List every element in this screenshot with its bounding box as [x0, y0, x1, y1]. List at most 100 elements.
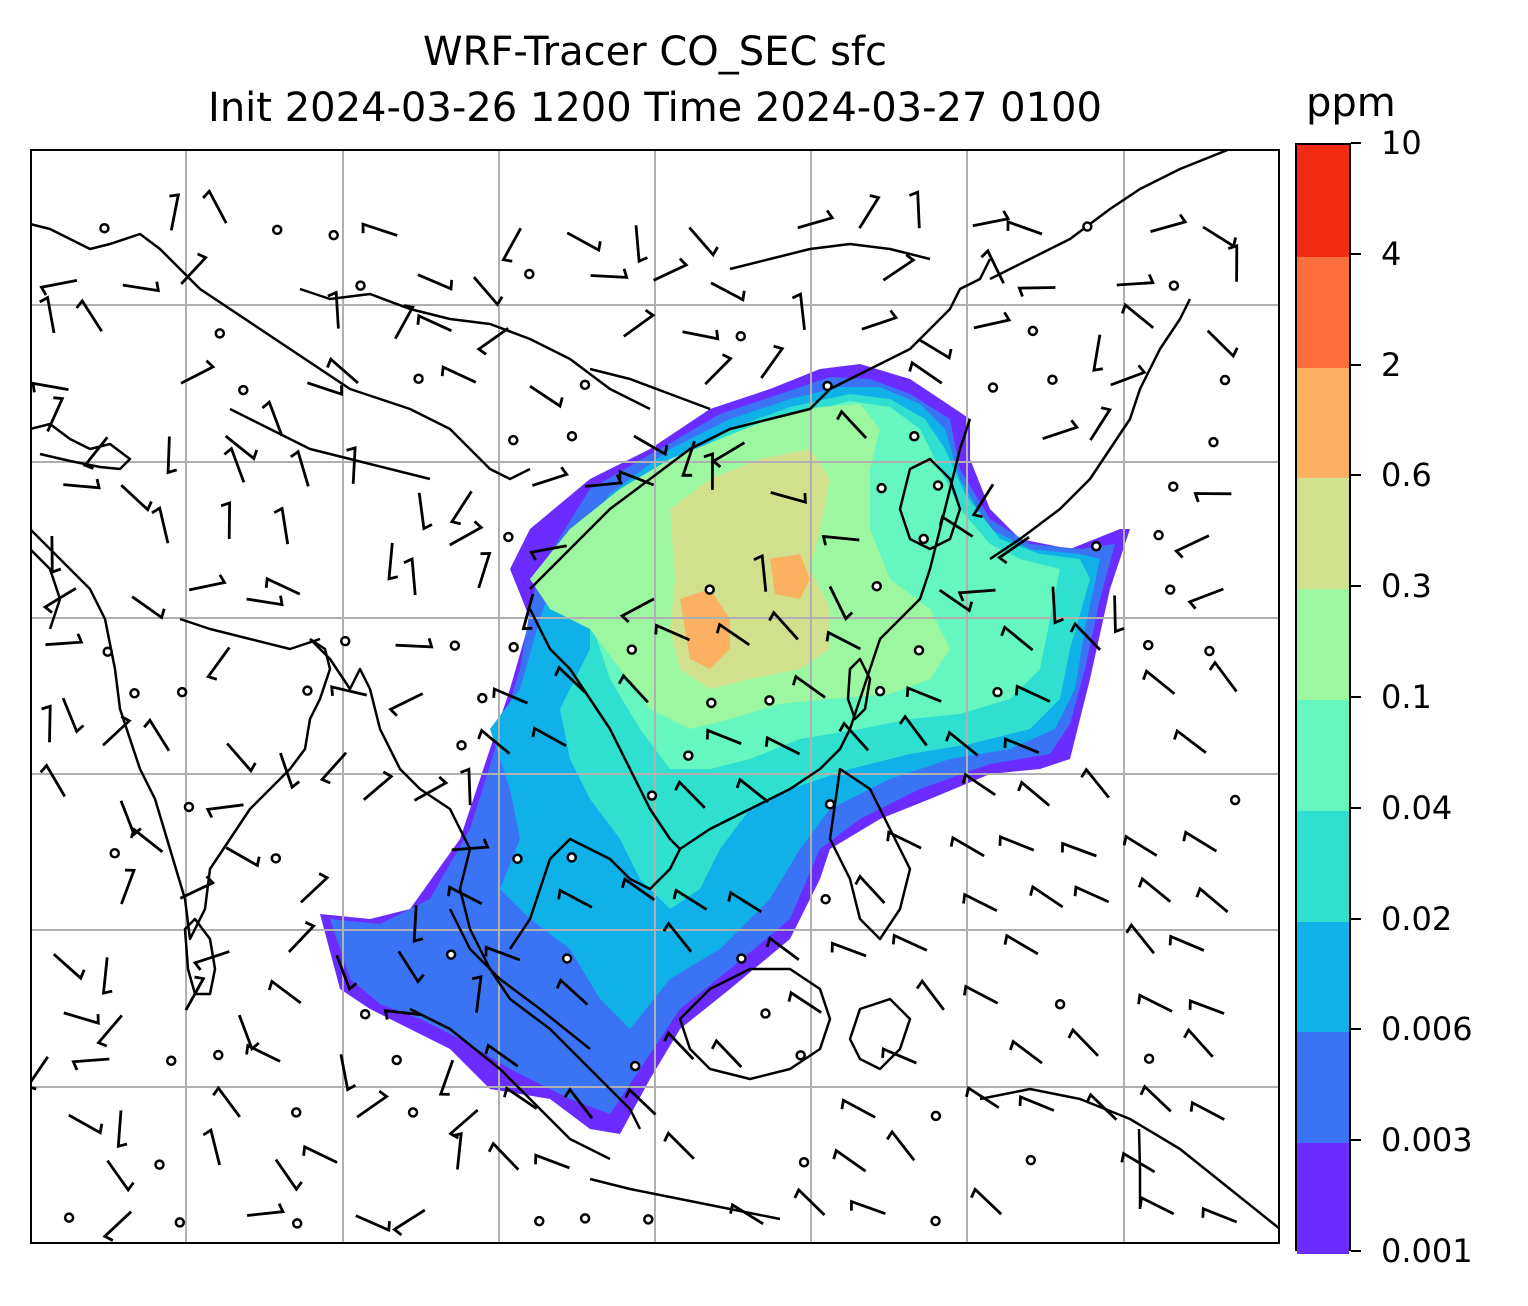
coastline-sumatra — [409, 1007, 611, 1161]
wind-barb — [179, 875, 216, 900]
wind-barb — [787, 990, 822, 1014]
wind-barb — [1080, 767, 1110, 799]
wind-barb — [31, 381, 69, 393]
wind-barb — [225, 846, 261, 868]
calm-wind-marker — [213, 1049, 224, 1061]
wind-barb — [202, 1127, 221, 1166]
wind-barb — [279, 752, 301, 790]
colorbar-tick-label: 0.04 — [1381, 788, 1453, 827]
calm-wind-marker — [629, 1060, 641, 1072]
wind-barb — [1137, 993, 1173, 1013]
wind-barb — [202, 188, 228, 224]
coastline-russia — [989, 149, 1231, 281]
calm-wind-marker — [1142, 639, 1154, 651]
wind-barb — [46, 396, 65, 432]
calm-wind-marker — [1025, 1154, 1037, 1166]
wind-barb — [1182, 830, 1218, 853]
wind-barb — [246, 1203, 286, 1217]
wind-barb — [1201, 1206, 1238, 1224]
wind-barb — [330, 685, 368, 697]
calm-wind-marker — [704, 584, 715, 595]
wind-barb — [1017, 780, 1051, 807]
wind-barb — [753, 553, 768, 592]
wind-barb — [970, 1187, 1003, 1216]
calm-wind-marker — [270, 853, 282, 864]
wind-barb — [915, 978, 945, 1011]
wind-barb — [1110, 364, 1147, 387]
border-line-4 — [229, 407, 431, 481]
wind-barb — [891, 933, 928, 952]
wind-barb — [861, 309, 899, 331]
border-line-7 — [1137, 1128, 1142, 1209]
wind-barb — [791, 674, 826, 699]
coastline-china-south — [679, 418, 972, 851]
border-line-1 — [30, 222, 531, 481]
calm-wind-marker — [913, 645, 925, 656]
calm-wind-marker — [407, 1107, 419, 1118]
wind-barb — [96, 1014, 123, 1048]
wind-barb — [797, 209, 835, 230]
wind-barb — [1206, 329, 1239, 359]
wind-barb — [71, 1057, 110, 1071]
wind-barb — [1003, 737, 1040, 754]
wind-barb — [492, 686, 528, 705]
wind-barb — [828, 585, 854, 622]
wind-barb — [42, 587, 77, 614]
wind-barb — [120, 484, 153, 513]
wind-barb — [529, 544, 567, 561]
colorbar-tick-label: 10 — [1381, 124, 1422, 162]
calm-wind-marker — [413, 373, 424, 384]
wind-barb — [531, 466, 569, 487]
wind-barb — [996, 536, 1030, 565]
colorbar-unit-label: ppm — [1306, 80, 1396, 126]
calm-wind-marker — [1027, 325, 1039, 337]
wind-barb — [39, 295, 56, 334]
wind-barb — [793, 1187, 826, 1217]
colorbar-tick-label: 0.003 — [1381, 1121, 1473, 1160]
calm-wind-marker — [646, 790, 658, 801]
colorbar-segment — [1297, 366, 1349, 479]
calm-wind-marker — [874, 685, 886, 697]
calm-wind-marker — [1153, 529, 1164, 541]
wind-barb — [361, 222, 398, 237]
wind-barb — [39, 763, 67, 798]
wind-barb — [1073, 885, 1110, 904]
calm-wind-marker — [735, 330, 747, 342]
wind-barb — [938, 588, 974, 613]
wind-barb — [881, 1046, 917, 1065]
colorbar-tick — [1351, 1139, 1361, 1142]
coastline-philippines — [828, 767, 912, 941]
wind-barb — [821, 534, 860, 546]
wind-barb — [267, 979, 302, 1005]
calm-wind-marker — [566, 852, 577, 863]
calm-wind-marker — [183, 801, 195, 813]
wind-barb — [471, 975, 483, 1013]
border-line-3 — [299, 287, 651, 411]
wind-barb — [448, 1108, 479, 1140]
wind-barb — [335, 954, 358, 992]
wind-barb — [452, 1131, 463, 1170]
calm-wind-marker — [477, 692, 488, 704]
wind-barb — [1092, 334, 1104, 372]
wind-barb — [624, 1087, 657, 1116]
wind-barb — [854, 874, 886, 904]
calm-wind-marker — [512, 853, 523, 865]
wind-barb — [245, 1043, 281, 1063]
wind-barb — [50, 535, 62, 574]
wind-barb — [476, 327, 510, 356]
coastline-java — [589, 1177, 781, 1221]
wind-barb — [1042, 419, 1080, 441]
wind-barb — [220, 501, 232, 540]
wind-barb — [1014, 684, 1051, 703]
wind-barb — [653, 257, 689, 282]
wind-barb — [477, 728, 511, 755]
wind-barb — [729, 1202, 764, 1225]
wind-barb — [1006, 219, 1043, 236]
coastline-borneo — [678, 967, 832, 1081]
calm-wind-marker — [328, 229, 339, 241]
calm-wind-marker — [992, 686, 1003, 698]
coastline-myanmar — [309, 638, 642, 1130]
calm-wind-marker — [579, 379, 591, 391]
calm-wind-marker — [579, 1213, 591, 1224]
calm-wind-marker — [1047, 374, 1058, 385]
